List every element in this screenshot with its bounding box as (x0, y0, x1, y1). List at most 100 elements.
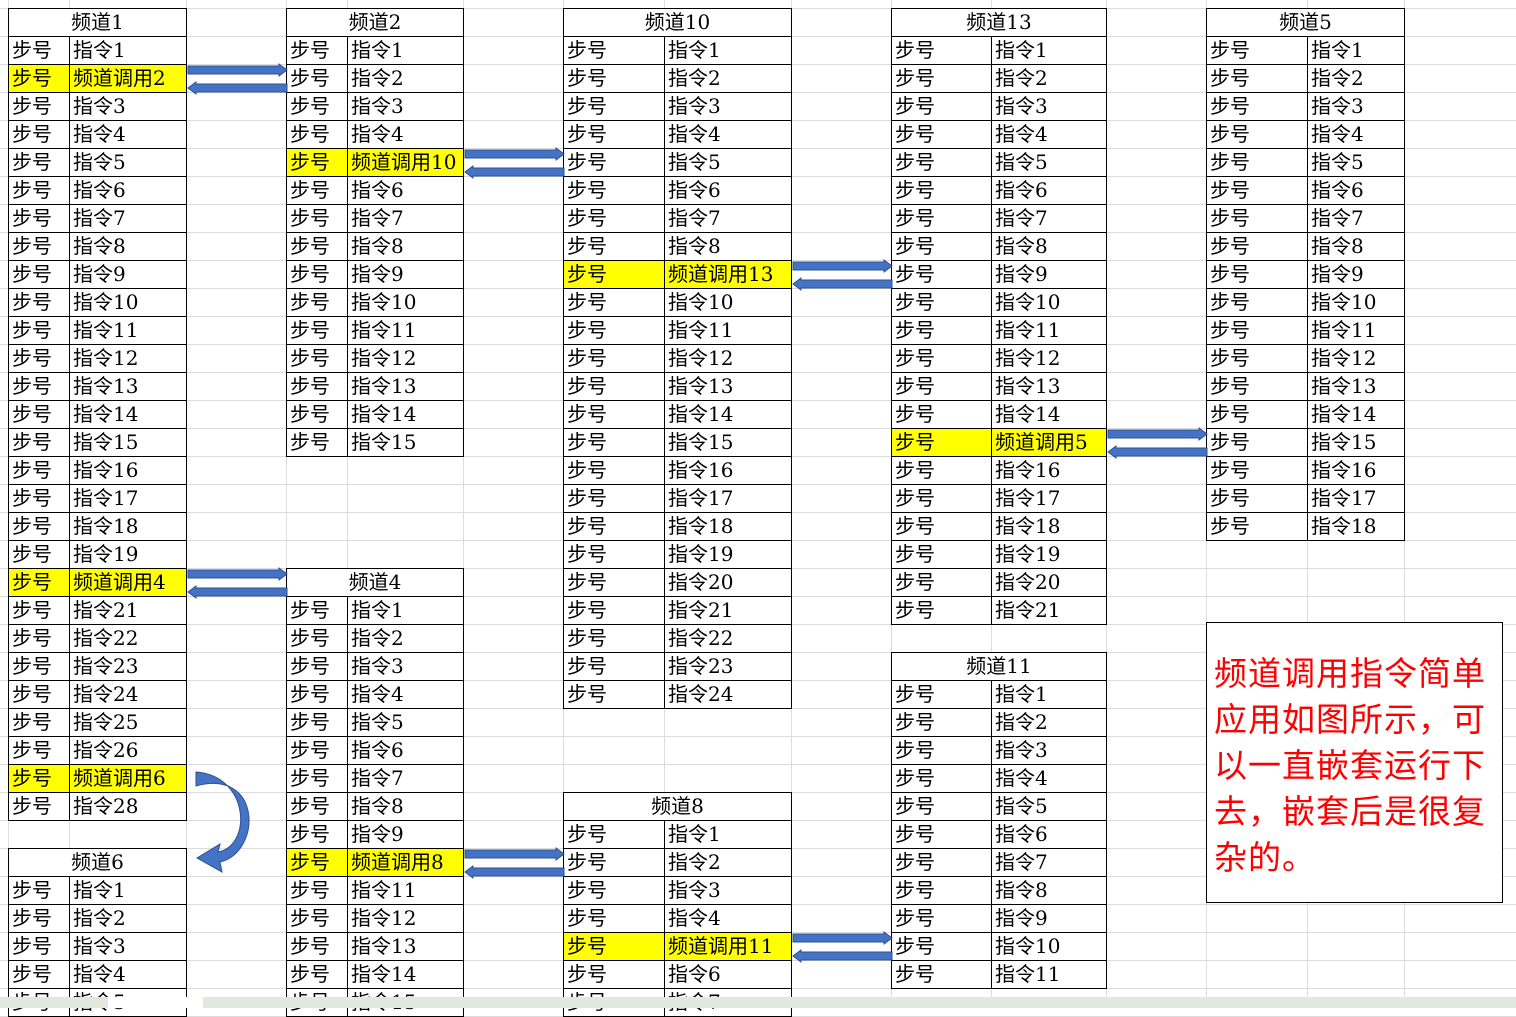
step-cell[interactable]: 步号 (286, 120, 348, 149)
instruction-cell[interactable]: 指令3 (69, 92, 187, 121)
channel-call-cell[interactable]: 频道调用6 (69, 764, 187, 793)
step-cell[interactable]: 步号 (563, 120, 665, 149)
step-cell[interactable]: 步号 (891, 176, 992, 205)
step-cell[interactable]: 步号 (8, 680, 70, 709)
instruction-cell[interactable]: 指令9 (347, 820, 464, 849)
instruction-cell[interactable]: 指令16 (664, 456, 792, 485)
instruction-cell[interactable]: 指令2 (991, 64, 1107, 93)
instruction-cell[interactable]: 指令8 (991, 876, 1107, 905)
step-cell[interactable]: 步号 (286, 736, 348, 765)
step-cell[interactable]: 步号 (891, 708, 992, 737)
instruction-cell[interactable]: 指令11 (991, 316, 1107, 345)
step-cell[interactable]: 步号 (563, 624, 665, 653)
instruction-cell[interactable]: 指令7 (1307, 204, 1405, 233)
instruction-cell[interactable]: 指令28 (69, 792, 187, 821)
step-cell[interactable]: 步号 (8, 176, 70, 205)
instruction-cell[interactable]: 指令4 (664, 904, 792, 933)
instruction-cell[interactable]: 指令3 (664, 92, 792, 121)
instruction-cell[interactable]: 指令3 (664, 876, 792, 905)
step-cell[interactable]: 步号 (891, 316, 992, 345)
instruction-cell[interactable]: 指令12 (991, 344, 1107, 373)
step-cell[interactable]: 步号 (563, 904, 665, 933)
step-cell[interactable]: 步号 (891, 92, 992, 121)
instruction-cell[interactable]: 指令8 (664, 232, 792, 261)
step-cell[interactable]: 步号 (286, 596, 348, 625)
step-cell[interactable]: 步号 (1206, 316, 1308, 345)
step-cell[interactable]: 步号 (563, 372, 665, 401)
step-cell[interactable]: 步号 (563, 176, 665, 205)
step-cell[interactable]: 步号 (891, 288, 992, 317)
instruction-cell[interactable]: 指令6 (1307, 176, 1405, 205)
step-cell[interactable]: 步号 (1206, 288, 1308, 317)
instruction-cell[interactable]: 指令12 (664, 344, 792, 373)
instruction-cell[interactable]: 指令11 (991, 960, 1107, 989)
step-cell[interactable]: 步号 (563, 344, 665, 373)
step-cell[interactable]: 步号 (563, 92, 665, 121)
channel-call-cell[interactable]: 频道调用13 (664, 260, 792, 289)
step-cell[interactable]: 步号 (8, 260, 70, 289)
instruction-cell[interactable]: 指令1 (664, 820, 792, 849)
instruction-cell[interactable]: 指令11 (1307, 316, 1405, 345)
instruction-cell[interactable]: 指令20 (664, 568, 792, 597)
step-cell[interactable]: 步号 (1206, 92, 1308, 121)
instruction-cell[interactable]: 指令1 (69, 36, 187, 65)
step-cell[interactable]: 步号 (891, 400, 992, 429)
step-cell[interactable]: 步号 (1206, 64, 1308, 93)
step-cell[interactable]: 步号 (8, 64, 70, 93)
instruction-cell[interactable]: 指令5 (69, 148, 187, 177)
step-cell[interactable]: 步号 (8, 372, 70, 401)
step-cell[interactable]: 步号 (286, 792, 348, 821)
step-cell[interactable]: 步号 (563, 960, 665, 989)
instruction-cell[interactable]: 指令6 (347, 176, 464, 205)
step-cell[interactable]: 步号 (286, 904, 348, 933)
instruction-cell[interactable]: 指令2 (664, 64, 792, 93)
instruction-cell[interactable]: 指令10 (69, 288, 187, 317)
step-cell[interactable]: 步号 (563, 428, 665, 457)
step-cell[interactable]: 步号 (286, 848, 348, 877)
instruction-cell[interactable]: 指令3 (1307, 92, 1405, 121)
instruction-cell[interactable]: 指令24 (664, 680, 792, 709)
instruction-cell[interactable]: 指令10 (991, 932, 1107, 961)
step-cell[interactable]: 步号 (286, 92, 348, 121)
instruction-cell[interactable]: 指令12 (347, 344, 464, 373)
step-cell[interactable]: 步号 (8, 316, 70, 345)
instruction-cell[interactable]: 指令13 (991, 372, 1107, 401)
step-cell[interactable]: 步号 (563, 204, 665, 233)
step-cell[interactable]: 步号 (8, 232, 70, 261)
instruction-cell[interactable]: 指令13 (69, 372, 187, 401)
step-cell[interactable]: 步号 (563, 820, 665, 849)
step-cell[interactable]: 步号 (563, 400, 665, 429)
step-cell[interactable]: 步号 (563, 456, 665, 485)
instruction-cell[interactable]: 指令6 (69, 176, 187, 205)
instruction-cell[interactable]: 指令5 (1307, 148, 1405, 177)
step-cell[interactable]: 步号 (286, 64, 348, 93)
instruction-cell[interactable]: 指令2 (1307, 64, 1405, 93)
step-cell[interactable]: 步号 (286, 652, 348, 681)
instruction-cell[interactable]: 指令12 (347, 904, 464, 933)
step-cell[interactable]: 步号 (891, 540, 992, 569)
step-cell[interactable]: 步号 (563, 232, 665, 261)
channel-call-cell[interactable]: 频道调用2 (69, 64, 187, 93)
step-cell[interactable]: 步号 (286, 428, 348, 457)
instruction-cell[interactable]: 指令5 (347, 708, 464, 737)
step-cell[interactable]: 步号 (8, 512, 70, 541)
instruction-cell[interactable]: 指令19 (664, 540, 792, 569)
instruction-cell[interactable]: 指令7 (347, 204, 464, 233)
instruction-cell[interactable]: 指令12 (1307, 344, 1405, 373)
instruction-cell[interactable]: 指令10 (664, 288, 792, 317)
step-cell[interactable]: 步号 (891, 344, 992, 373)
step-cell[interactable]: 步号 (563, 876, 665, 905)
instruction-cell[interactable]: 指令6 (991, 820, 1107, 849)
instruction-cell[interactable]: 指令23 (69, 652, 187, 681)
instruction-cell[interactable]: 指令13 (664, 372, 792, 401)
step-cell[interactable]: 步号 (1206, 204, 1308, 233)
step-cell[interactable]: 步号 (286, 400, 348, 429)
step-cell[interactable]: 步号 (1206, 512, 1308, 541)
instruction-cell[interactable]: 指令7 (991, 204, 1107, 233)
channel-call-cell[interactable]: 频道调用4 (69, 568, 187, 597)
step-cell[interactable]: 步号 (8, 400, 70, 429)
step-cell[interactable]: 步号 (8, 204, 70, 233)
instruction-cell[interactable]: 指令21 (664, 596, 792, 625)
step-cell[interactable]: 步号 (8, 540, 70, 569)
instruction-cell[interactable]: 指令10 (347, 288, 464, 317)
